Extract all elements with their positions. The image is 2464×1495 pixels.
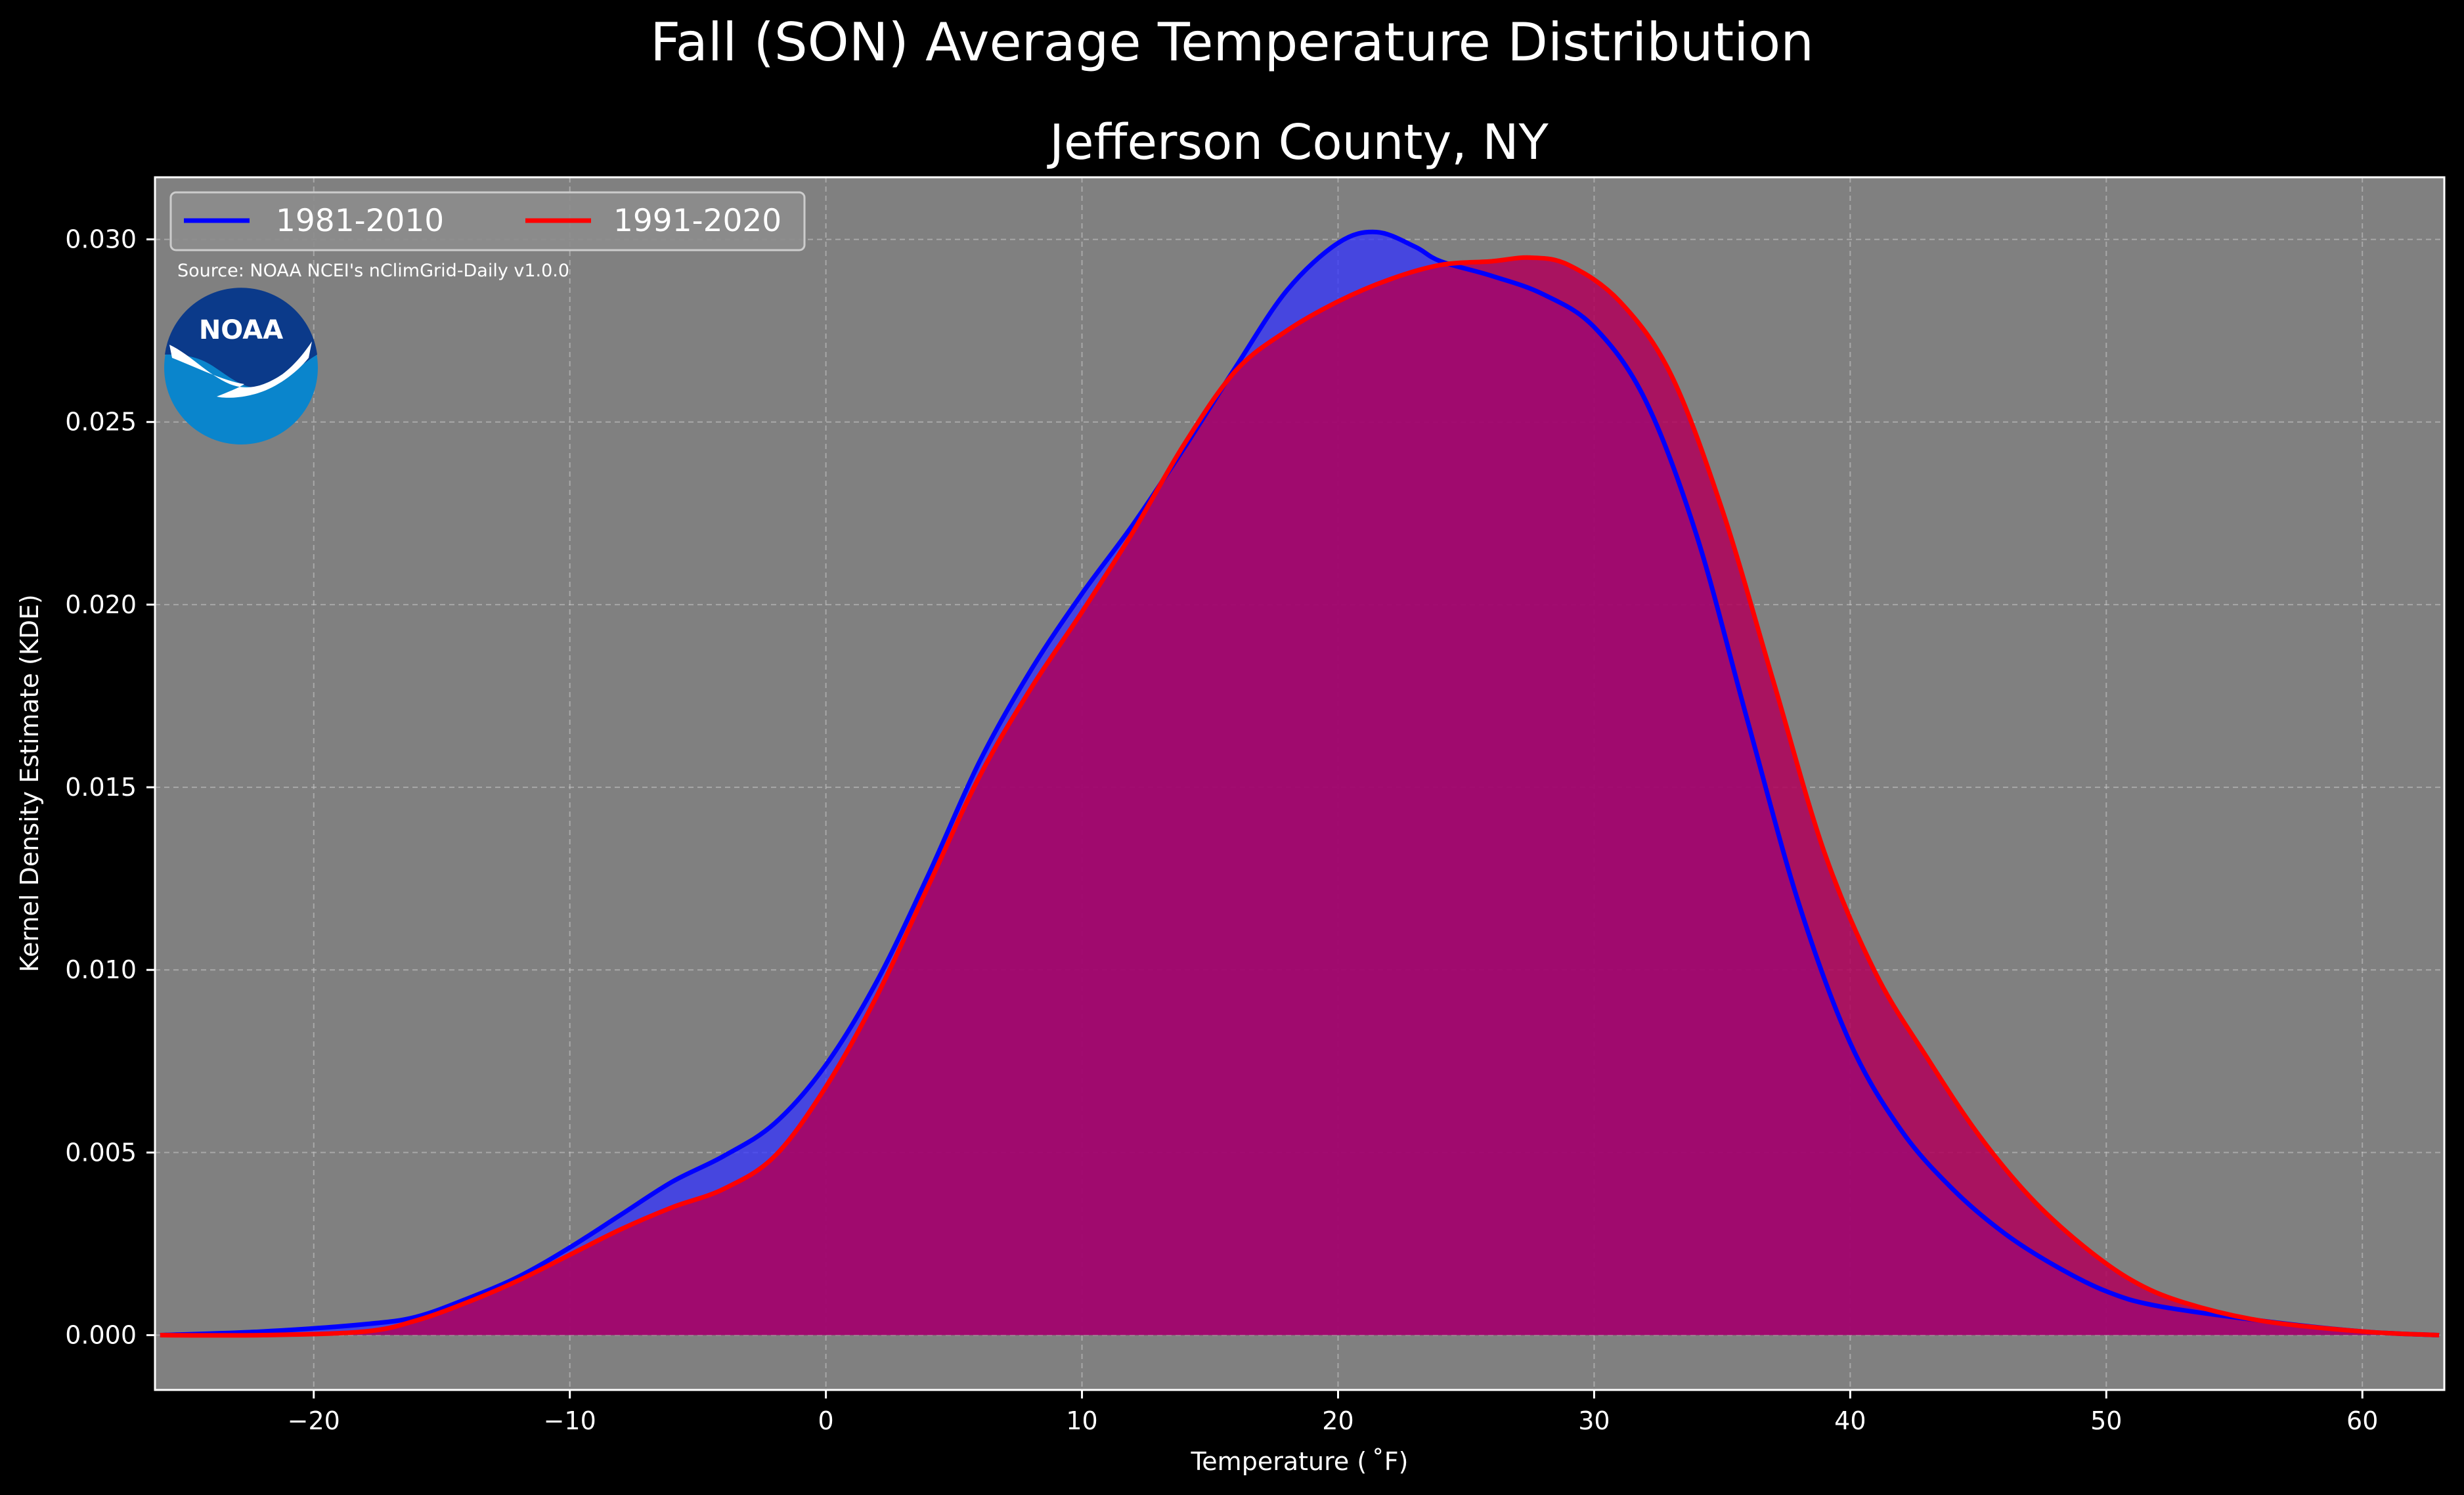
- x-tick-label: 60: [2346, 1406, 2378, 1435]
- source-note: Source: NOAA NCEI's nClimGrid-Daily v1.0…: [177, 261, 569, 281]
- legend-label-1981-2010: 1981-2010: [276, 203, 444, 239]
- x-tick-label: 30: [1578, 1406, 1610, 1435]
- x-tick-label: 10: [1066, 1406, 1097, 1435]
- noaa-logo-gull: [169, 341, 312, 398]
- figure-suptitle: Fall (SON) Average Temperature Distribut…: [650, 12, 1814, 73]
- series-line-1981-2010: [160, 229, 2440, 1338]
- noaa-logo-top: [165, 288, 317, 388]
- tick-layer: −20 −10 0 10 20 30 40 50 60 0.000 0.005 0.010 0.015 0…: [65, 225, 2378, 1435]
- noaa-logo: NOAA: [164, 288, 318, 444]
- x-tick-label: 50: [2090, 1406, 2122, 1435]
- y-tick-label: 0.000: [65, 1321, 137, 1350]
- legend-frame: [169, 191, 806, 251]
- legend-label-1991-2020: 1991-2020: [613, 203, 781, 239]
- x-tick-label: 40: [1834, 1406, 1866, 1435]
- y-tick-label: 0.025: [65, 408, 137, 437]
- y-tick-label: 0.030: [65, 225, 137, 254]
- x-tick-label: 20: [1322, 1406, 1353, 1435]
- series-line-1991-2020: [160, 255, 2440, 1338]
- plot-frame: [154, 176, 2446, 1391]
- y-axis-label: Kernel Density Estimate (KDE): [15, 594, 44, 972]
- x-tick-label: 0: [818, 1406, 834, 1435]
- x-tick-label: −10: [544, 1406, 596, 1435]
- x-axis-label: Temperature ( ˚F): [1191, 1447, 1409, 1476]
- series-fill-1991-2020: [160, 257, 2440, 1335]
- y-tick-label: 0.015: [65, 773, 137, 802]
- x-tick-label: −20: [288, 1406, 340, 1435]
- axes-title: Jefferson County, NY: [1047, 114, 1549, 171]
- series-layer: [160, 229, 2440, 1338]
- legend: 1981-2010 1991-2020: [169, 191, 806, 251]
- y-tick-label: 0.010: [65, 955, 137, 984]
- y-tick-label: 0.020: [65, 590, 137, 619]
- y-tick-label: 0.005: [65, 1138, 137, 1167]
- noaa-logo-text: NOAA: [199, 315, 283, 345]
